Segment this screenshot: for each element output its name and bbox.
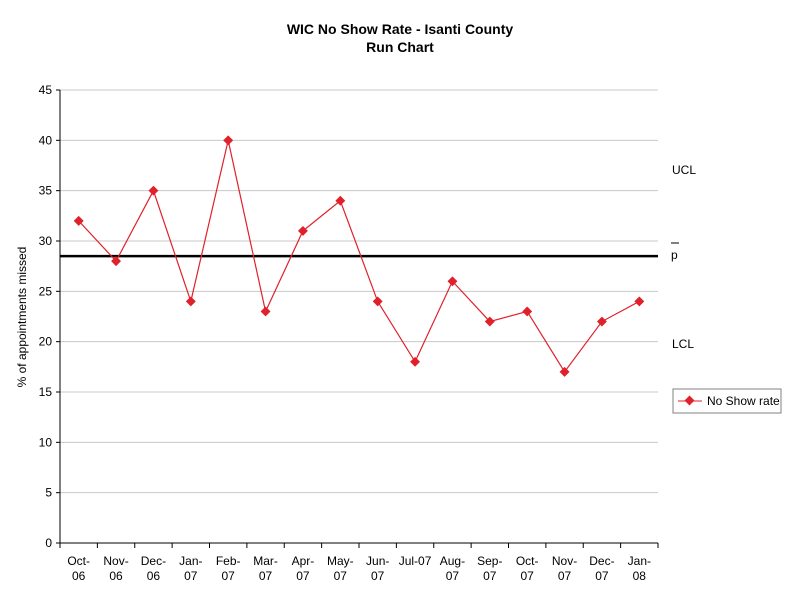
lcl-label: LCL — [672, 337, 694, 351]
x-tick-label: Aug-07 — [440, 554, 465, 583]
y-axis-label: % of appointments missed — [15, 247, 29, 388]
data-point — [596, 316, 607, 327]
x-tick-label: Oct-07 — [516, 554, 539, 583]
data-point — [522, 306, 533, 317]
x-tick-label: Apr-07 — [292, 554, 315, 583]
y-tick-label: 30 — [39, 234, 53, 248]
y-axis-ticks: 0 5 10 15 20 25 30 35 40 45 — [39, 83, 60, 550]
data-point — [297, 225, 308, 236]
y-tick-label: 40 — [39, 133, 53, 147]
center-line-label: p — [671, 248, 678, 262]
data-point — [484, 316, 495, 327]
x-tick-label: Feb-07 — [216, 554, 241, 583]
data-point — [372, 296, 383, 307]
y-tick-label: 35 — [39, 184, 53, 198]
data-point — [223, 135, 234, 146]
y-tick-label: 20 — [39, 335, 53, 349]
x-axis-ticks: Oct-06 Nov-06 Dec-06 Jan-07 Feb-07 Mar-07 Apr-… — [59, 543, 659, 583]
data-point — [185, 296, 196, 307]
x-tick-label: May-07 — [327, 554, 354, 583]
x-tick-label: Jan-08 — [628, 554, 651, 583]
y-tick-label: 45 — [39, 83, 53, 97]
chart-title: WIC No Show Rate - Isanti County — [287, 21, 514, 37]
x-tick-label: Sep-07 — [477, 554, 502, 583]
legend: No Show rate — [672, 388, 782, 414]
data-point — [335, 195, 346, 206]
x-tick-label: Dec-06 — [141, 554, 166, 583]
x-tick-label: Jun-07 — [366, 554, 389, 583]
x-tick-label: Jan-07 — [179, 554, 202, 583]
series-line — [78, 140, 640, 373]
legend-marker — [684, 395, 695, 406]
x-tick-label: Nov-06 — [103, 554, 128, 583]
data-point — [148, 185, 159, 196]
x-tick-label: Mar-07 — [253, 554, 278, 583]
x-tick-label: Nov-07 — [552, 554, 577, 583]
x-tick-label: Oct-06 — [67, 554, 90, 583]
ucl-label: UCL — [672, 163, 696, 177]
gridlines — [60, 89, 658, 494]
data-point — [447, 276, 458, 287]
data-point — [260, 306, 271, 317]
p-bar-label: p — [671, 242, 679, 262]
data-point — [559, 366, 570, 377]
x-tick-label: Jul-07 — [399, 554, 432, 568]
x-tick-label: Dec-07 — [589, 554, 614, 583]
series-no-show-rate — [73, 135, 645, 377]
data-point — [634, 296, 645, 307]
data-point — [73, 215, 84, 226]
y-tick-label: 15 — [39, 385, 53, 399]
y-tick-label: 0 — [45, 536, 52, 550]
data-point — [410, 356, 421, 367]
legend-label: No Show rate — [707, 394, 780, 408]
y-tick-label: 5 — [45, 486, 52, 500]
y-tick-label: 10 — [39, 435, 53, 449]
chart-subtitle: Run Chart — [366, 39, 434, 55]
y-tick-label: 25 — [39, 284, 53, 298]
